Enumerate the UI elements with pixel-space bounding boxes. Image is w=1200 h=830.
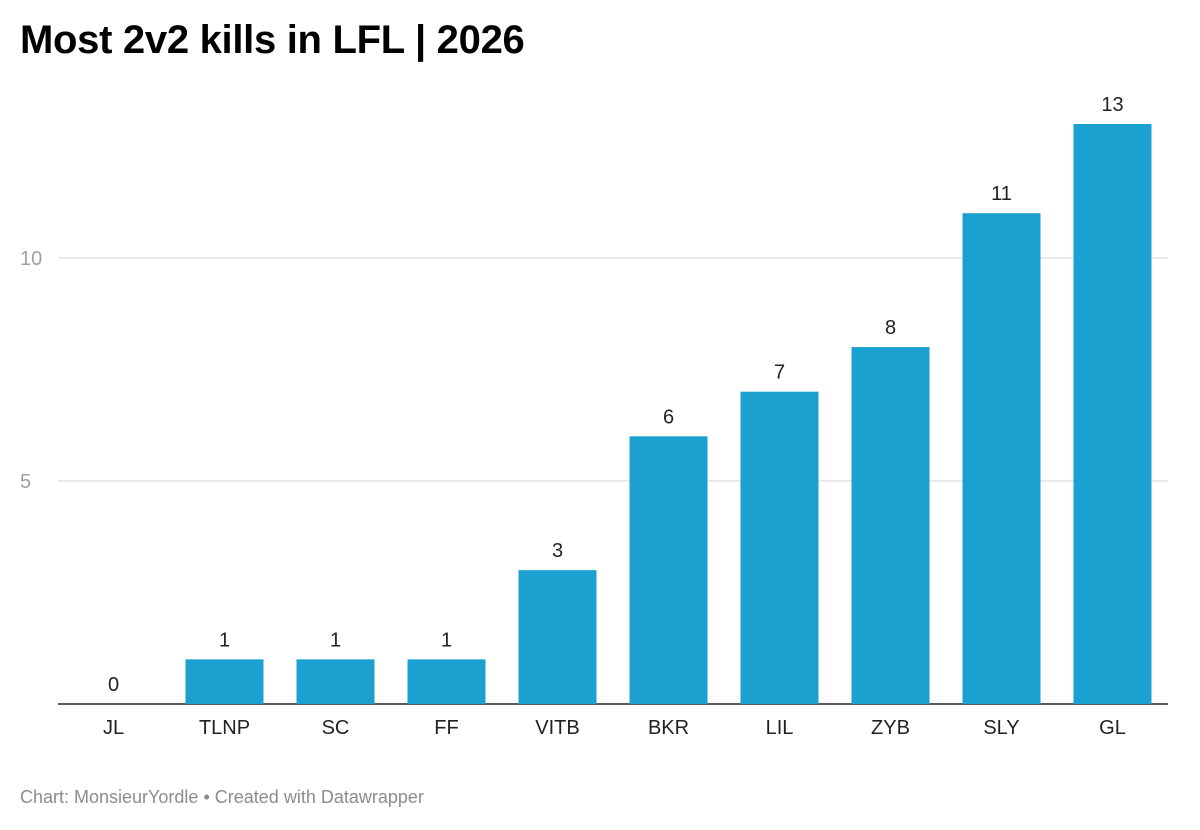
y-tick-label: 5 (20, 471, 31, 493)
data-label: 0 (108, 674, 119, 696)
data-label: 13 (1101, 94, 1123, 116)
footer-separator: • (203, 787, 210, 807)
bar (518, 570, 597, 704)
data-label: 1 (441, 629, 452, 651)
x-tick-label: JL (103, 717, 124, 739)
bar (962, 213, 1041, 704)
bar (407, 659, 486, 704)
bar (296, 659, 375, 704)
bar (1073, 124, 1152, 704)
data-label: 8 (885, 317, 896, 339)
data-label: 6 (663, 406, 674, 428)
x-tick-label: TLNP (199, 717, 250, 739)
footer-credit: Created with Datawrapper (214, 787, 424, 807)
labels: 5 10 0 JL 1 TLNP 1 SC 1 FF 3 VITB 6 BKR 7 LIL 8 ZYB 11 SLY 1… (20, 94, 1126, 739)
x-tick-label: BKR (648, 717, 689, 739)
x-tick-label: ZYB (871, 717, 910, 739)
chart-footer: Chart: MonsieurYordle • Created with Dat… (20, 787, 424, 808)
x-tick-label: GL (1099, 717, 1126, 739)
y-tick-label: 10 (20, 248, 42, 270)
data-label: 11 (991, 183, 1012, 205)
bar (851, 347, 930, 704)
bar (185, 659, 264, 704)
chart-title: Most 2v2 kills in LFL | 2026 (20, 18, 525, 62)
x-tick-label: VITB (535, 717, 579, 739)
bar (629, 436, 708, 704)
x-tick-label: SC (322, 717, 350, 739)
data-label: 1 (330, 629, 341, 651)
bars (185, 124, 1152, 704)
footer-source: Chart: MonsieurYordle (20, 787, 199, 807)
x-tick-label: FF (434, 717, 458, 739)
x-tick-label: SLY (983, 717, 1019, 739)
data-label: 7 (774, 362, 785, 384)
data-label: 1 (219, 629, 230, 651)
bar (740, 391, 819, 704)
x-tick-label: LIL (766, 717, 794, 739)
data-label: 3 (552, 540, 563, 562)
